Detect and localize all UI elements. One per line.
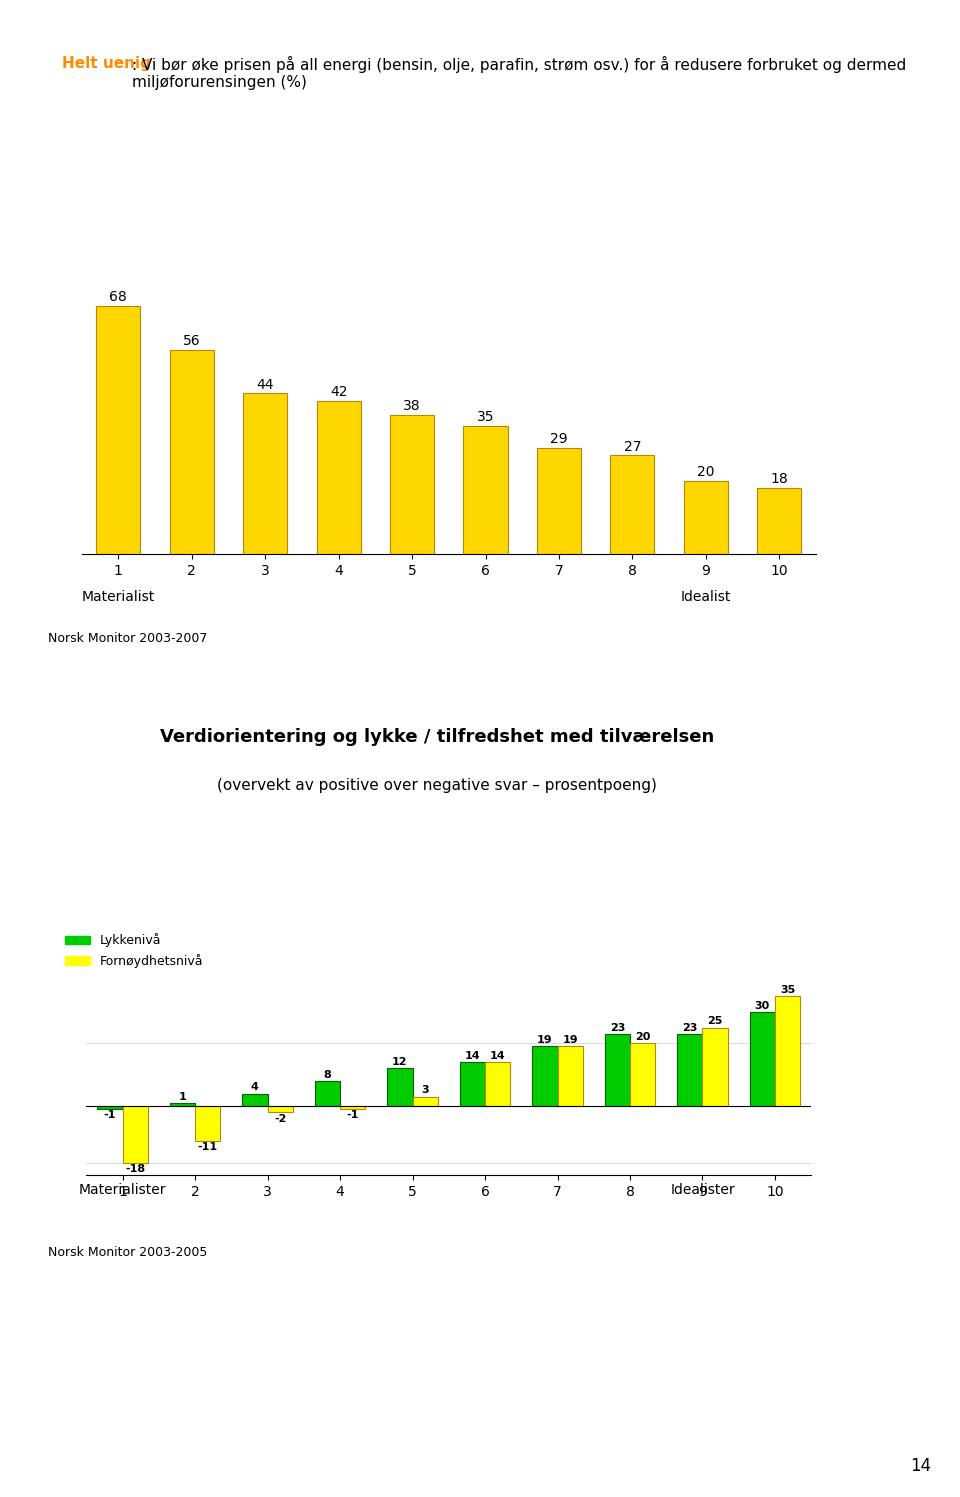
Text: 18: 18	[771, 473, 788, 487]
Text: -1: -1	[104, 1111, 116, 1120]
Text: 23: 23	[610, 1022, 625, 1033]
Text: 23: 23	[683, 1022, 698, 1033]
Text: 68: 68	[109, 290, 127, 304]
Text: Norsk Monitor 2003-2007: Norsk Monitor 2003-2007	[48, 632, 207, 645]
Bar	[170, 350, 214, 554]
Text: Helt uenig: Helt uenig	[62, 55, 151, 70]
Text: 20: 20	[697, 466, 714, 479]
Text: 12: 12	[392, 1057, 408, 1067]
Bar	[123, 1106, 148, 1163]
Bar	[242, 1093, 268, 1106]
Text: 14: 14	[465, 1051, 480, 1061]
Text: Materialist: Materialist	[82, 590, 155, 605]
Bar	[703, 1027, 728, 1106]
Text: 29: 29	[550, 433, 567, 446]
Text: Norsk Monitor 2003-2005: Norsk Monitor 2003-2005	[48, 1246, 207, 1259]
Bar	[684, 481, 728, 554]
Text: 27: 27	[624, 440, 641, 454]
Bar	[630, 1043, 656, 1106]
Text: 56: 56	[183, 334, 201, 347]
Bar	[605, 1034, 630, 1106]
Text: 35: 35	[477, 410, 494, 425]
Bar	[390, 415, 434, 554]
Text: 25: 25	[708, 1016, 723, 1027]
Text: 14: 14	[490, 1051, 506, 1061]
Text: Materialister: Materialister	[79, 1183, 166, 1198]
Text: -1: -1	[347, 1111, 359, 1120]
Bar	[775, 996, 801, 1106]
Bar	[750, 1012, 775, 1106]
Text: : Vi bør øke prisen på all energi (bensin, olje, parafin, strøm osv.) for å redu: : Vi bør øke prisen på all energi (bensi…	[132, 55, 906, 90]
Text: 38: 38	[403, 400, 420, 413]
Text: 30: 30	[755, 1000, 770, 1010]
Bar	[757, 488, 802, 554]
Text: 42: 42	[330, 385, 348, 398]
Text: 19: 19	[537, 1036, 553, 1045]
Bar	[485, 1063, 511, 1106]
Legend: Lykkenivå, Fornøydhetsnivå: Lykkenivå, Fornøydhetsnivå	[60, 928, 208, 973]
Bar	[97, 1106, 123, 1109]
Bar	[315, 1081, 340, 1106]
Bar	[460, 1063, 485, 1106]
Bar	[195, 1106, 221, 1141]
Bar	[611, 455, 655, 554]
Text: Idealist: Idealist	[681, 590, 731, 605]
Text: -18: -18	[125, 1163, 145, 1174]
Text: 8: 8	[324, 1070, 331, 1079]
Text: Verdiorientering og lykke / tilfredshet med tilværelsen: Verdiorientering og lykke / tilfredshet …	[159, 728, 714, 746]
Bar	[413, 1097, 438, 1106]
Bar	[464, 427, 508, 554]
Bar	[96, 305, 140, 554]
Text: 19: 19	[563, 1036, 578, 1045]
Bar	[268, 1106, 293, 1112]
Text: -2: -2	[275, 1114, 286, 1124]
Bar	[340, 1106, 366, 1109]
Bar	[170, 1103, 195, 1106]
Bar	[532, 1046, 558, 1106]
Text: 20: 20	[635, 1031, 650, 1042]
Text: 1: 1	[179, 1091, 186, 1102]
Text: 35: 35	[780, 985, 795, 996]
Bar	[677, 1034, 703, 1106]
Bar	[387, 1069, 413, 1106]
Bar	[558, 1046, 583, 1106]
Text: 44: 44	[256, 377, 274, 392]
Text: 4: 4	[251, 1082, 259, 1093]
Text: (overvekt av positive over negative svar – prosentpoeng): (overvekt av positive over negative svar…	[217, 777, 657, 792]
Bar	[537, 448, 581, 554]
Text: -11: -11	[198, 1142, 218, 1151]
Bar	[317, 401, 361, 554]
Text: 3: 3	[421, 1085, 429, 1096]
Bar	[243, 394, 287, 554]
Text: 14: 14	[910, 1457, 931, 1475]
Text: Idealister: Idealister	[670, 1183, 734, 1198]
